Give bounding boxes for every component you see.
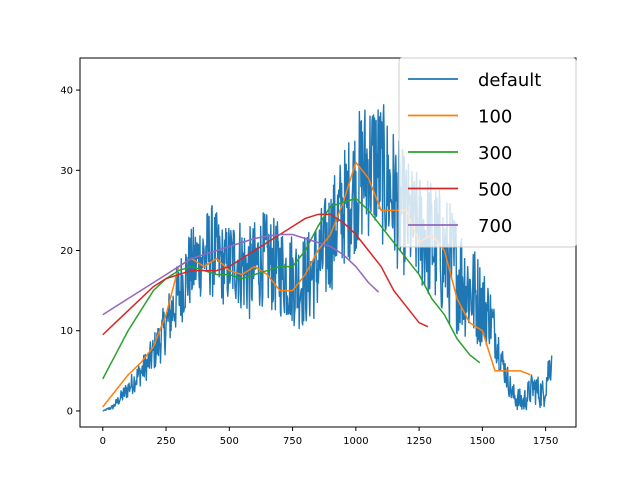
x-tick-label: 1500: [470, 436, 495, 447]
series-line-500: [102, 213, 429, 336]
legend-label-default: default: [478, 70, 541, 91]
legend-label-500: 500: [478, 180, 512, 201]
y-tick-label: 40: [60, 86, 73, 97]
x-tick-label: 750: [283, 436, 302, 447]
y-tick-label: 20: [60, 246, 73, 257]
y-tick-label: 0: [67, 406, 73, 417]
x-tick-label: 1250: [406, 436, 431, 447]
x-tick-label: 1000: [343, 436, 368, 447]
ticks-layer: 0 250 500 750 1000 1250 1500 1750 0 10 20 30 40: [60, 86, 558, 447]
legend-label-100: 100: [478, 107, 512, 128]
y-tick-label: 10: [60, 326, 73, 337]
series-layer: [102, 104, 553, 412]
x-tick-label: 250: [156, 436, 175, 447]
legend-box: [398, 57, 577, 248]
y-tick-label: 30: [60, 166, 73, 177]
series-line-700: [102, 233, 380, 316]
x-tick-label: 0: [100, 436, 106, 447]
series-line-100: [102, 161, 531, 408]
x-tick-label: 500: [220, 436, 239, 447]
legend-label-700: 700: [478, 216, 512, 237]
legend-label-300: 300: [478, 143, 512, 164]
x-tick-label: 1750: [533, 436, 558, 447]
legend: default 100 300 500 700: [398, 57, 577, 248]
